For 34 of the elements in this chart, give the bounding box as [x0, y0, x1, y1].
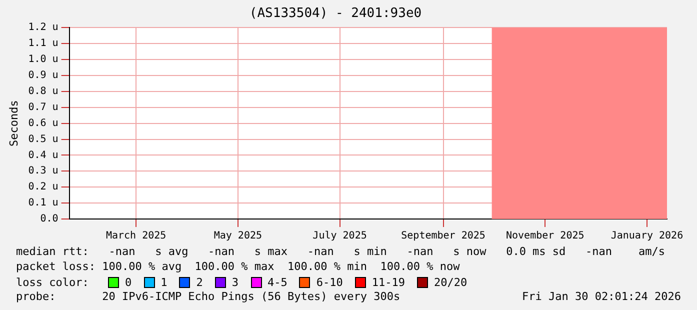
y-tick-label: 0.1 u — [28, 198, 58, 209]
x-tick-label: September 2025 — [401, 230, 486, 242]
legend-label: 20/20 — [434, 276, 468, 289]
text: Fri Jan 30 02:01:24 2026 — [522, 290, 681, 305]
y-tick-label: 0.2 u — [28, 182, 58, 193]
y-axis-title: Seconds — [7, 100, 20, 146]
x-tick-label: March 2025 — [106, 230, 166, 242]
x-tick-label: January 2026 — [610, 230, 684, 242]
y-tick-label: 0.0 — [40, 214, 58, 225]
y-tick-label: 0.3 u — [28, 166, 58, 177]
chart-title: (AS133504) - 2401:93e0 — [249, 6, 422, 22]
x-tick-label: May 2025 — [214, 230, 262, 242]
x-tick-label: November 2025 — [506, 230, 584, 242]
y-tick-label: 1.0 u — [28, 54, 58, 66]
y-tick-label: 0.6 u — [28, 118, 58, 129]
legend-label: 1 — [160, 276, 168, 289]
y-tick-label: 0.8 u — [28, 86, 58, 97]
x-tick-label: July 2025 — [312, 230, 367, 242]
legend-label: 0 — [125, 276, 132, 289]
legend-label: 3 — [232, 276, 238, 289]
legend-label: 2 — [196, 276, 203, 289]
y-tick-label: 1.1 u — [28, 38, 58, 50]
legend-label: 6-10 — [316, 276, 343, 289]
y-tick-label: 0.9 u — [28, 70, 58, 82]
legend-label: 11-19 — [372, 276, 405, 289]
y-tick-label: 0.5 u — [28, 134, 58, 145]
legend-title: loss color: — [16, 276, 90, 289]
y-tick-label: 1.2 u — [28, 22, 58, 34]
y-tick-label: 0.4 u — [28, 150, 58, 161]
text: packet loss: 100.00 % avg 100.00 % max 100.00 % min 100.00 % now — [16, 260, 461, 275]
y-tick-label: 0.7 u — [28, 102, 58, 113]
legend-label: 4-5 — [268, 276, 288, 289]
text: median rtt: -nan s avg -nan s max -nan s min -nan s now 0.0 ms sd -nan am/s — [16, 245, 666, 260]
text: probe: 20 IPv6-ICMP Echo Pings (56 Bytes) every 300s — [16, 290, 400, 305]
